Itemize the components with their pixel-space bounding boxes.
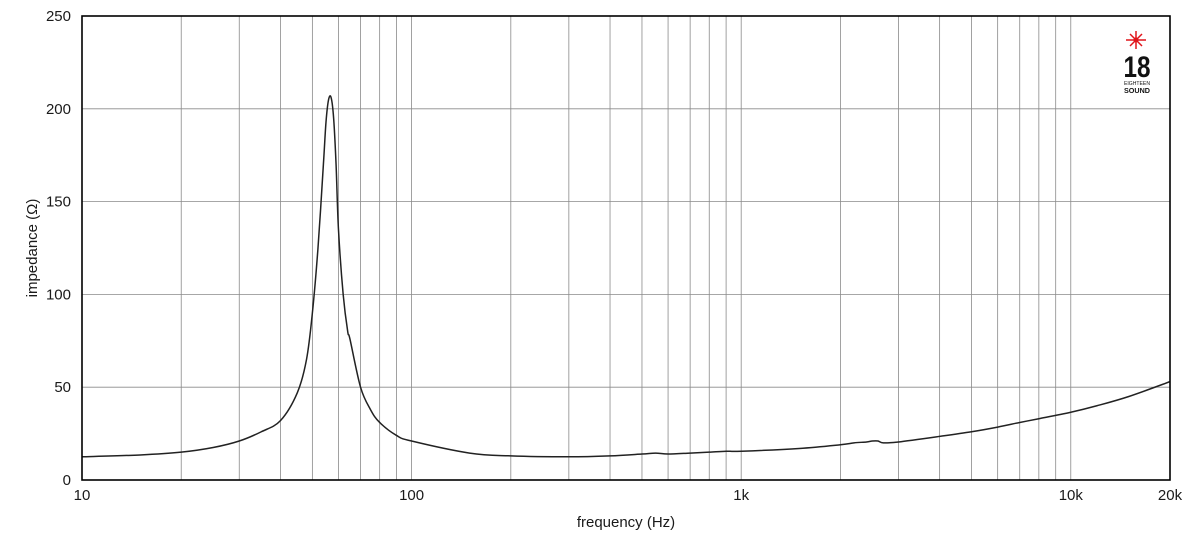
y-axis-ticks: 0 50 100 150 200 250 bbox=[46, 8, 71, 489]
y-axis-title: impedance (Ω) bbox=[24, 199, 41, 298]
x-tick-label: 20k bbox=[1158, 487, 1183, 504]
x-tick-label: 1k bbox=[733, 487, 749, 504]
y-tick-label: 200 bbox=[46, 101, 71, 118]
x-tick-label: 10 bbox=[74, 487, 91, 504]
x-tick-label: 100 bbox=[399, 487, 424, 504]
logo-subtitle-sound: SOUND bbox=[1124, 88, 1150, 95]
eighteen-sound-logo: 18 EIGHTEEN SOUND bbox=[1124, 31, 1151, 95]
y-tick-label: 0 bbox=[63, 472, 71, 489]
plot-frame bbox=[81, 15, 1171, 481]
x-tick-label: 10k bbox=[1059, 487, 1084, 504]
grid-lines bbox=[82, 16, 1170, 480]
logo-subtitle-eighteen: EIGHTEEN bbox=[1124, 81, 1150, 87]
y-tick-label: 250 bbox=[46, 8, 71, 25]
star-icon bbox=[1126, 31, 1146, 49]
x-axis-title: frequency (Hz) bbox=[577, 514, 675, 531]
impedance-curve bbox=[81, 95, 1171, 458]
x-axis-ticks: 10 100 1k 10k 20k bbox=[74, 487, 1183, 504]
y-tick-label: 100 bbox=[46, 286, 71, 303]
y-tick-label: 150 bbox=[46, 194, 71, 211]
y-tick-label: 50 bbox=[54, 379, 71, 396]
logo-number: 18 bbox=[1124, 51, 1151, 84]
